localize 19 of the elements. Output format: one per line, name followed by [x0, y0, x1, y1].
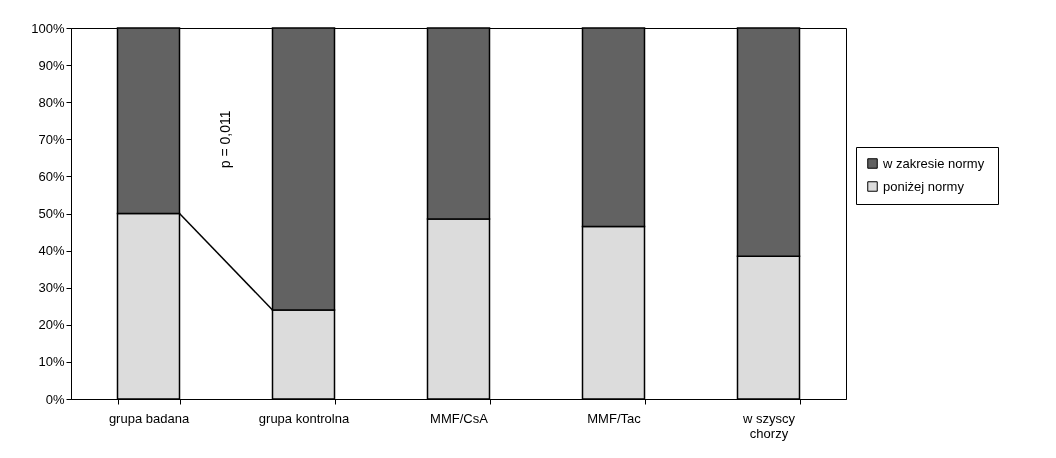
y-tick-label: 80%	[38, 94, 65, 110]
x-tick-label: w szyscy chorzy	[742, 410, 796, 441]
x-tick-label: MMF/Tac	[587, 410, 642, 426]
y-tick-label: 20%	[38, 317, 65, 333]
y-tick-label: 40%	[38, 243, 65, 259]
legend-label: poniżej normy	[883, 178, 965, 194]
y-tick-label: 0%	[45, 391, 65, 407]
x-tick-label: grupa badana	[108, 410, 190, 426]
x-tick-label: grupa kontrolna	[258, 410, 350, 426]
legend-label: w zakresie normy	[882, 155, 985, 171]
y-tick-label: 50%	[38, 206, 65, 221]
y-tick-label: 100%	[31, 20, 65, 36]
x-tick-label: MMF/CsA	[430, 410, 489, 426]
y-tick-label: 30%	[38, 280, 65, 296]
y-tick-label: 90%	[38, 57, 65, 73]
y-tick-label: 70%	[38, 131, 65, 147]
y-tick-label: 60%	[38, 168, 65, 184]
y-tick-label: 10%	[38, 354, 65, 370]
annotation: p = 0,011	[217, 110, 233, 169]
